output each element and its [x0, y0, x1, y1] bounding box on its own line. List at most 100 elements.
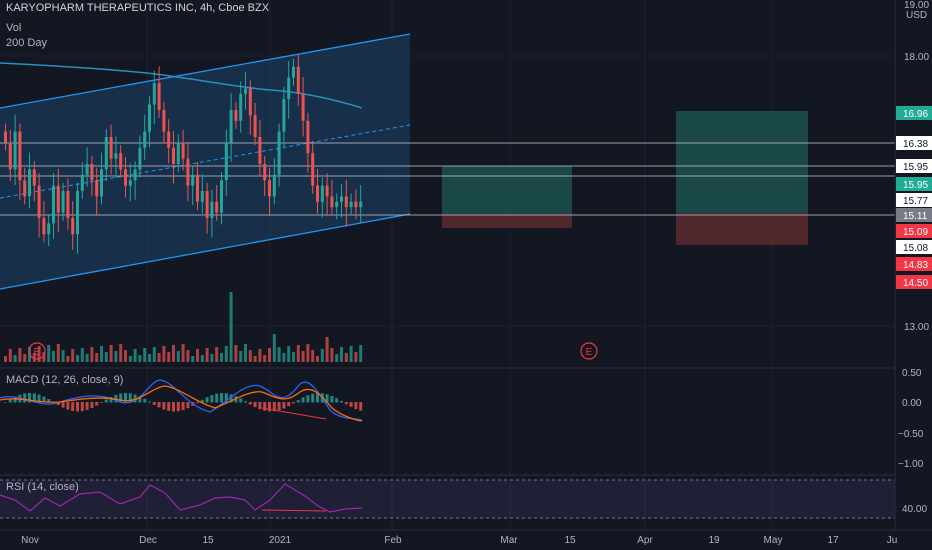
candle-body — [100, 169, 103, 197]
candle-body — [292, 66, 295, 78]
macd-hist-bar — [330, 395, 334, 403]
macd-legend[interactable]: MACD (12, 26, close, 9) — [6, 374, 124, 386]
candle-body — [349, 201, 353, 208]
candle-body — [32, 169, 36, 186]
volume-bar — [229, 292, 233, 362]
macd-hist-bar — [152, 402, 156, 405]
macd-hist-bar — [224, 393, 228, 403]
volume-bar — [248, 350, 252, 362]
macd-hist-bar — [186, 402, 190, 409]
channel-lower-line[interactable] — [0, 213, 411, 290]
candle-body — [176, 142, 180, 164]
macd-hist-bar — [133, 394, 137, 403]
ma-legend[interactable]: 200 Day — [6, 37, 47, 49]
volume-bar — [330, 348, 334, 362]
macd-hist-bar — [167, 402, 171, 411]
macd-hist-bar — [181, 402, 185, 411]
price-labels: 16.96 16.38 15.95 15.95 15.77 15.11 15.09 15.08… — [896, 106, 932, 289]
event-label: E — [34, 347, 41, 358]
volume-bar — [56, 344, 60, 362]
macd-hist-bar — [172, 402, 175, 412]
macd-hist-bar — [28, 393, 31, 403]
position-box-1-profit[interactable] — [442, 166, 572, 214]
candle-body — [128, 180, 132, 186]
macd-hist-bar — [215, 393, 219, 403]
macd-hist-bar — [296, 400, 300, 403]
candle-body — [296, 66, 300, 94]
rsi-legend[interactable]: RSI (14, close) — [6, 481, 79, 493]
macd-hist-bar — [282, 402, 286, 409]
macd-hist-bar — [23, 393, 27, 403]
macd-hist-bar — [344, 402, 348, 405]
macd-hist-bar — [71, 402, 75, 411]
volume-bar — [181, 344, 185, 362]
candle-body — [277, 131, 281, 175]
volume-bar — [215, 347, 219, 362]
candle-body — [148, 104, 151, 132]
earnings-event-marker[interactable]: E — [580, 342, 598, 360]
candle-body — [181, 142, 185, 159]
macd-hist-bar — [47, 399, 51, 403]
candle-body — [18, 131, 22, 181]
candle-body — [234, 110, 238, 121]
volume-bar — [200, 355, 204, 362]
candle-body — [229, 110, 233, 143]
volume-bar — [80, 348, 84, 362]
macd-hist-bar — [210, 395, 214, 403]
candle-body — [340, 196, 343, 202]
macd-hist-bar — [66, 402, 70, 410]
candle-body — [335, 201, 339, 208]
position-box-2-profit[interactable] — [676, 111, 808, 213]
volume-bar — [95, 353, 99, 362]
volume-bar — [152, 347, 156, 362]
macd-hist-bar — [196, 402, 199, 404]
volume-legend[interactable]: Vol — [6, 22, 22, 34]
price-label-text: 15.77 — [903, 196, 928, 207]
candle-body — [258, 137, 262, 164]
rsi-divergence-line[interactable] — [261, 509, 327, 512]
candle-body — [138, 147, 142, 170]
position-box-2-loss[interactable] — [676, 213, 808, 245]
candle-body — [109, 137, 113, 159]
price-label-badge — [896, 257, 932, 271]
price-label-text: 14.50 — [903, 278, 928, 289]
price-label-badge — [896, 275, 932, 289]
volume-bar — [220, 353, 223, 362]
macd-hist-bar — [80, 402, 84, 412]
candle-body — [95, 180, 99, 197]
price-label-text: 15.95 — [903, 162, 928, 173]
macd-hist-bar — [253, 402, 257, 408]
volume-bar — [272, 334, 276, 362]
volume-bar — [186, 350, 190, 362]
macd-divergence-line[interactable] — [261, 407, 327, 420]
earnings-event-marker[interactable]: E — [28, 342, 46, 360]
price-label-badge — [896, 159, 932, 173]
volume-bar — [205, 348, 209, 362]
volume-bar — [124, 350, 127, 362]
volume-bar — [119, 344, 123, 362]
candle-body — [263, 164, 267, 181]
volume-bar — [191, 356, 195, 362]
macd-hist-bar — [335, 398, 339, 403]
volume-bar — [253, 356, 257, 362]
macd-hist-bar — [306, 395, 310, 403]
macd-hist-bar — [301, 397, 305, 403]
candle-body — [272, 174, 276, 197]
macd-hist-bar — [138, 396, 142, 403]
volume-bar — [47, 345, 51, 362]
candle-body — [268, 180, 271, 197]
volume-bar — [114, 351, 118, 362]
candle-body — [210, 201, 214, 218]
chart-title[interactable]: KARYOPHARM THERAPEUTICS INC, 4h, Cboe BZ… — [6, 2, 270, 14]
macd-hist-bar — [359, 402, 363, 411]
candle-body — [205, 191, 209, 218]
time-axis[interactable] — [0, 530, 932, 550]
time-label: 15 — [564, 535, 576, 546]
price-label-badge — [896, 208, 932, 222]
channel-upper-line[interactable] — [0, 33, 411, 109]
position-box-1-loss[interactable] — [442, 214, 572, 228]
volume-bar — [23, 354, 27, 362]
rsi-line — [0, 483, 363, 513]
candle-body — [167, 131, 171, 148]
